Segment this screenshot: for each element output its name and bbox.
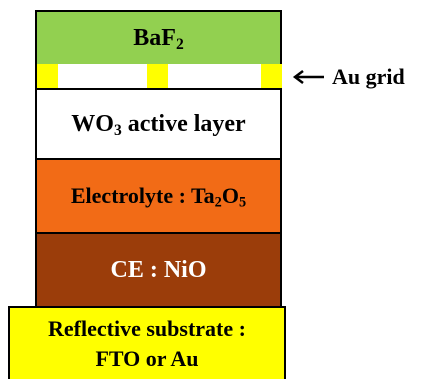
left-arrow-icon bbox=[292, 70, 324, 84]
wo3-active-layer: WO3 active layer bbox=[35, 88, 282, 160]
baf2-label: BaF2 bbox=[133, 24, 184, 53]
electrolyte-label: Electrolyte : Ta2O5 bbox=[70, 183, 247, 211]
au-grid-row bbox=[35, 64, 282, 88]
substrate-line1: Reflective substrate : bbox=[48, 315, 246, 341]
electrolyte-layer: Electrolyte : Ta2O5 bbox=[35, 158, 282, 234]
au-grid-pad bbox=[147, 64, 168, 88]
wo3-label: WO3 active layer bbox=[71, 110, 246, 139]
au-grid-label: Au grid bbox=[332, 64, 405, 89]
ce-layer: CE : NiO bbox=[35, 232, 282, 308]
substrate-line2: FTO or Au bbox=[95, 345, 199, 371]
substrate-layer: Reflective substrate : FTO or Au bbox=[8, 306, 286, 379]
au-grid-pad bbox=[261, 64, 282, 88]
au-grid-callout: Au grid bbox=[292, 64, 405, 90]
au-grid-pad bbox=[37, 64, 58, 88]
ce-label: CE : NiO bbox=[110, 256, 207, 283]
baf2-layer: BaF2 bbox=[35, 10, 282, 66]
